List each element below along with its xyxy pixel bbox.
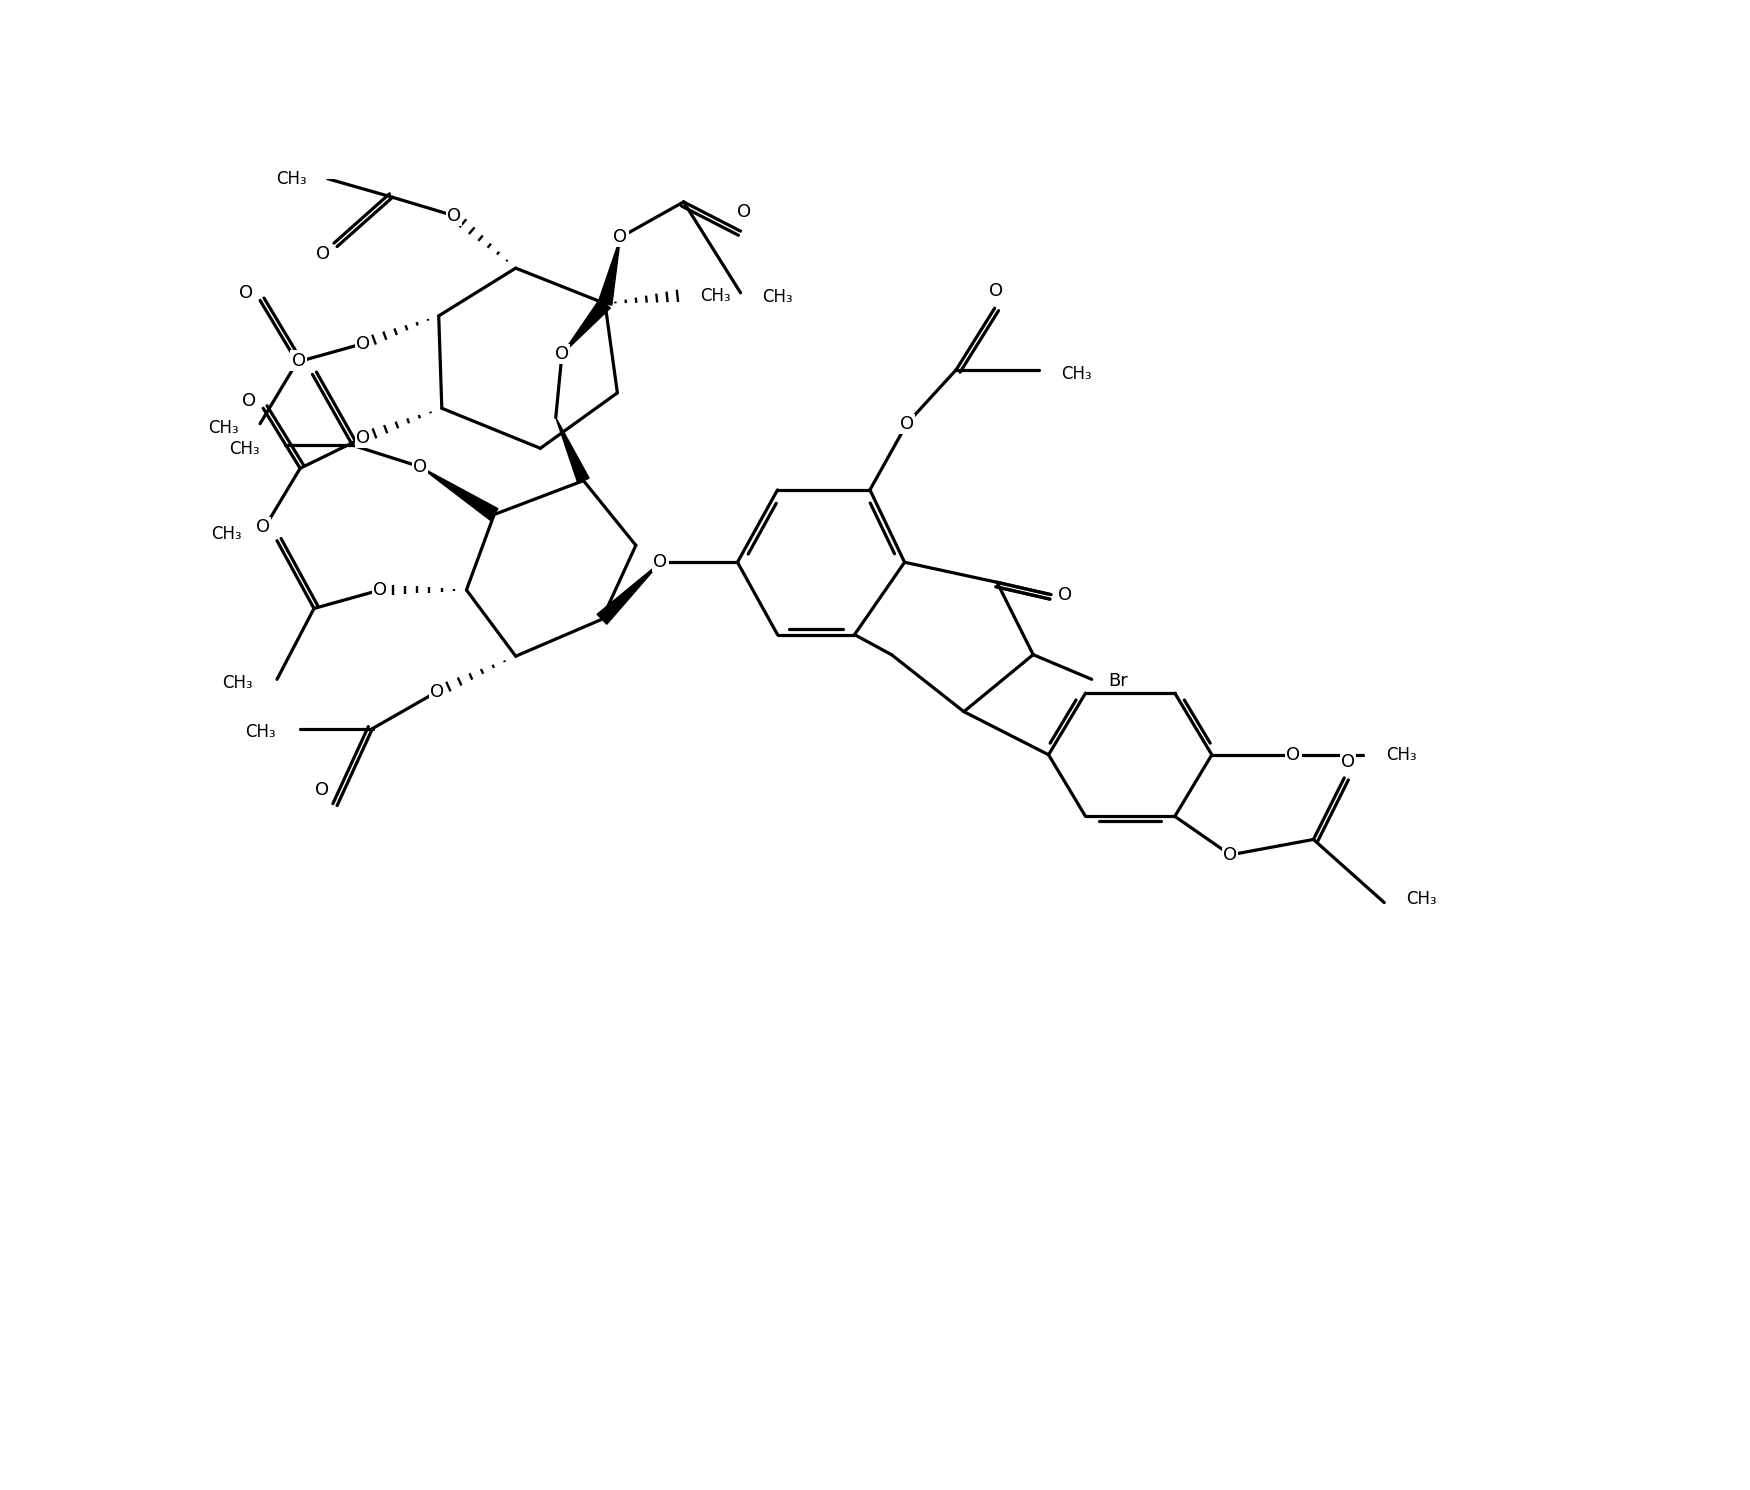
Text: O: O [989, 282, 1003, 299]
Polygon shape [598, 237, 621, 305]
Text: O: O [292, 352, 306, 370]
Polygon shape [556, 417, 590, 483]
Text: O: O [357, 429, 371, 447]
Text: CH₃: CH₃ [222, 673, 252, 693]
Text: CH₃: CH₃ [212, 524, 242, 542]
Text: O: O [413, 457, 427, 475]
Text: Br: Br [1110, 672, 1129, 690]
Text: O: O [555, 346, 569, 364]
Text: O: O [357, 335, 371, 353]
Text: CH₃: CH₃ [1405, 890, 1437, 907]
Polygon shape [562, 299, 611, 355]
Text: O: O [653, 553, 667, 571]
Text: O: O [315, 781, 329, 799]
Text: O: O [1340, 754, 1354, 772]
Text: CH₃: CH₃ [763, 288, 793, 305]
Text: O: O [900, 414, 914, 432]
Text: O: O [1057, 586, 1071, 603]
Text: CH₃: CH₃ [245, 724, 275, 742]
Text: CH₃: CH₃ [1060, 365, 1092, 383]
Text: O: O [240, 283, 254, 302]
Text: CH₃: CH₃ [208, 419, 238, 437]
Text: O: O [614, 228, 628, 246]
Text: O: O [430, 682, 444, 700]
Text: O: O [373, 581, 387, 599]
Text: O: O [1223, 846, 1237, 864]
Text: O: O [737, 203, 751, 221]
Text: O: O [1286, 746, 1300, 764]
Text: O: O [446, 207, 462, 225]
Text: CH₃: CH₃ [700, 288, 731, 305]
Text: CH₃: CH₃ [276, 170, 306, 188]
Polygon shape [597, 562, 660, 624]
Text: CH₃: CH₃ [229, 440, 261, 457]
Text: O: O [317, 246, 331, 264]
Text: O: O [242, 392, 256, 410]
Text: O: O [255, 519, 270, 536]
Text: CH₃: CH₃ [1386, 746, 1416, 764]
Polygon shape [420, 466, 499, 520]
